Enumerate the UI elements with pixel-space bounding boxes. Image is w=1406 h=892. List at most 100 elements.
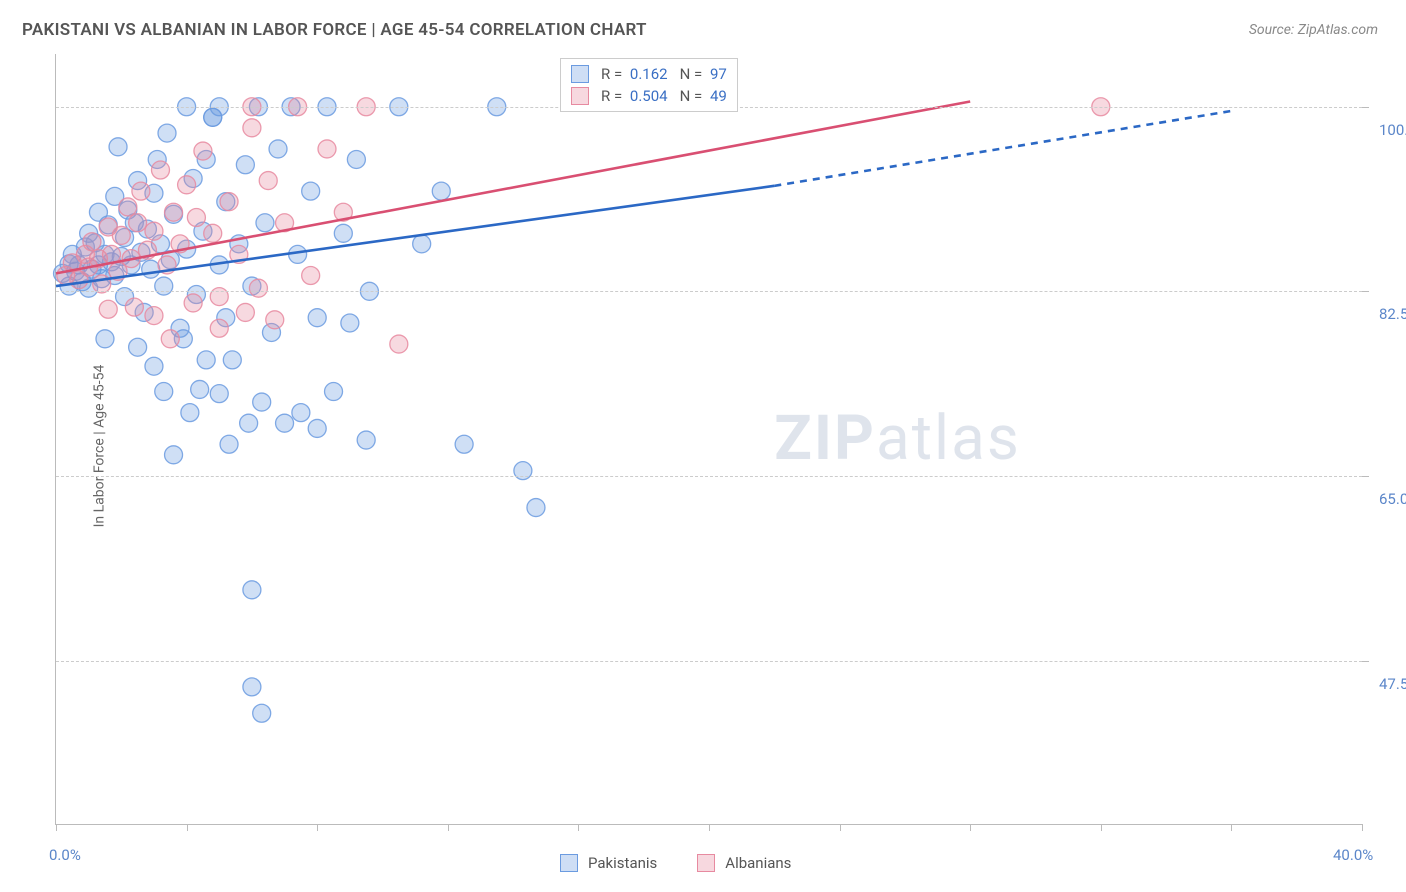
scatter-point	[527, 499, 545, 517]
scatter-point	[210, 319, 228, 337]
stat-n-value: 49	[710, 87, 727, 105]
y-tick-label: 100.0%	[1379, 121, 1406, 139]
scatter-point	[210, 288, 228, 306]
scatter-point	[347, 150, 365, 168]
legend-swatch	[697, 854, 715, 872]
scatter-point	[243, 678, 261, 696]
legend-swatch	[560, 854, 578, 872]
legend-item: Albanians	[697, 854, 791, 872]
stat-n-value: 97	[710, 65, 727, 83]
legend-label: Pakistanis	[588, 854, 657, 872]
scatter-point	[165, 203, 183, 221]
scatter-point	[151, 161, 169, 179]
stat-r-value: 0.162	[630, 65, 668, 83]
x-tick	[1231, 824, 1232, 831]
legend-swatch	[571, 65, 589, 83]
legend-swatch	[571, 87, 589, 105]
scatter-point	[243, 581, 261, 599]
legend-label: Albanians	[725, 854, 791, 872]
scatter-point	[220, 435, 238, 453]
scatter-point	[197, 351, 215, 369]
scatter-point	[210, 385, 228, 403]
scatter-point	[259, 172, 277, 190]
scatter-point	[341, 314, 359, 332]
x-tick	[709, 824, 710, 831]
x-tick-label: 40.0%	[1333, 846, 1373, 864]
scatter-point	[269, 140, 287, 158]
scatter-point	[194, 142, 212, 160]
scatter-point	[158, 124, 176, 142]
x-tick	[187, 824, 188, 831]
scatter-point	[142, 260, 160, 278]
scatter-point	[220, 193, 238, 211]
x-tick-label: 0.0%	[49, 846, 81, 864]
scatter-point	[119, 198, 137, 216]
x-tick	[970, 824, 971, 831]
scatter-point	[112, 226, 130, 244]
scatter-point	[191, 380, 209, 398]
y-tick	[1362, 291, 1369, 292]
scatter-point	[178, 176, 196, 194]
stat-n-label: N = 49	[680, 85, 727, 107]
scatter-point	[129, 338, 147, 356]
gridline	[56, 661, 1362, 662]
y-tick	[1362, 661, 1369, 662]
gridline	[56, 291, 1362, 292]
scatter-point	[249, 279, 267, 297]
scatter-point	[514, 462, 532, 480]
scatter-point	[308, 309, 326, 327]
scatter-point	[308, 419, 326, 437]
trend-line-extrapolated	[774, 111, 1231, 186]
x-tick	[840, 824, 841, 831]
scatter-point	[413, 235, 431, 253]
stat-r-label: R = 0.504	[601, 85, 668, 107]
legend-item: Pakistanis	[560, 854, 657, 872]
scatter-point	[181, 404, 199, 422]
source-credit: Source: ZipAtlas.com	[1249, 22, 1378, 38]
scatter-point	[240, 414, 258, 432]
stats-row: R = 0.162N = 97	[571, 63, 727, 85]
scatter-point	[125, 298, 143, 316]
scatter-point	[96, 330, 114, 348]
scatter-point	[161, 330, 179, 348]
scatter-point	[155, 383, 173, 401]
legend-bottom: Pakistanis Albanians	[560, 854, 791, 872]
scatter-point	[302, 182, 320, 200]
scatter-point	[165, 446, 183, 464]
gridline	[56, 476, 1362, 477]
scatter-point	[243, 119, 261, 137]
scatter-point	[357, 431, 375, 449]
x-tick	[578, 824, 579, 831]
stat-r-value: 0.504	[630, 87, 668, 105]
scatter-point	[390, 335, 408, 353]
scatter-point	[266, 311, 284, 329]
scatter-point	[99, 300, 117, 318]
scatter-point	[204, 224, 222, 242]
scatter-point	[318, 140, 336, 158]
x-tick	[1362, 824, 1363, 831]
y-tick	[1362, 476, 1369, 477]
scatter-point	[292, 404, 310, 422]
y-tick-label: 65.0%	[1379, 490, 1406, 508]
scatter-point	[145, 307, 163, 325]
scatter-point	[155, 277, 173, 295]
scatter-point	[236, 156, 254, 174]
scatter-point	[187, 208, 205, 226]
stats-row: R = 0.504 N = 49	[571, 85, 727, 107]
x-tick	[56, 824, 57, 831]
scatter-point	[276, 414, 294, 432]
scatter-point	[253, 704, 271, 722]
x-tick	[317, 824, 318, 831]
x-tick	[448, 824, 449, 831]
scatter-point	[432, 182, 450, 200]
correlation-stats-box: R = 0.162N = 97R = 0.504 N = 49	[560, 58, 738, 112]
scatter-point	[455, 435, 473, 453]
scatter-point	[184, 294, 202, 312]
y-tick	[1362, 107, 1369, 108]
scatter-point	[253, 393, 271, 411]
scatter-point	[256, 214, 274, 232]
x-tick	[1101, 824, 1102, 831]
scatter-point	[223, 351, 241, 369]
scatter-point	[236, 303, 254, 321]
scatter-point	[83, 233, 101, 251]
